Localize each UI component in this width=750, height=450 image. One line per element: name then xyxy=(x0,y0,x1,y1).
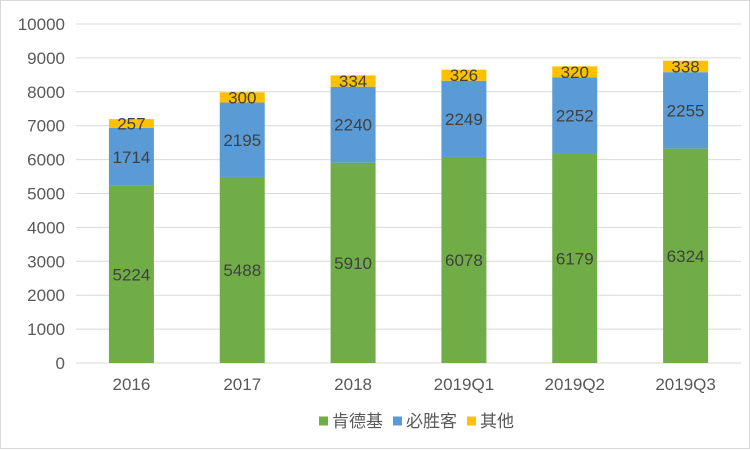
bar-segment-2019Q2-1 xyxy=(552,77,598,154)
bar-segment-2019Q3-1 xyxy=(663,72,709,149)
bar-segment-2017-2 xyxy=(219,92,265,103)
legend-label: 其他 xyxy=(480,412,514,432)
legend-label: 必胜客 xyxy=(406,412,457,432)
data-label: 2255 xyxy=(667,101,705,120)
data-label: 257 xyxy=(117,114,145,133)
x-tick-label: 2016 xyxy=(113,375,151,394)
data-label: 326 xyxy=(450,66,478,85)
bar-segment-2017-1 xyxy=(219,102,265,177)
data-label: 334 xyxy=(339,72,367,91)
y-tick-label: 7000 xyxy=(27,117,65,136)
y-tick-label: 10000 xyxy=(18,15,65,34)
legend-swatch xyxy=(467,416,476,426)
bar-segment-2016-2 xyxy=(108,119,154,128)
data-label: 1714 xyxy=(113,148,151,167)
data-label: 6078 xyxy=(445,251,483,270)
data-label: 338 xyxy=(671,57,699,76)
bar-segment-2019Q1-1 xyxy=(441,80,487,157)
bars xyxy=(108,60,709,363)
data-label: 2249 xyxy=(445,110,483,129)
data-label: 2195 xyxy=(223,131,261,150)
bar-segment-2017-0 xyxy=(219,176,265,363)
data-label: 300 xyxy=(228,88,256,107)
x-tick-label: 2017 xyxy=(223,375,261,394)
bar-segment-2018-2 xyxy=(330,75,376,87)
x-axis-tick-labels: 2016 2017 2018 2019Q1 2019Q2 2019Q3 xyxy=(113,375,716,394)
data-label: 5224 xyxy=(113,265,151,284)
y-tick-label: 5000 xyxy=(27,185,65,204)
legend-swatch xyxy=(393,416,402,426)
bar-segment-2019Q2-2 xyxy=(552,66,598,78)
bar-segment-2018-0 xyxy=(330,162,376,363)
x-tick-label: 2019Q2 xyxy=(545,375,606,394)
gridlines xyxy=(76,23,741,364)
y-tick-label: 6000 xyxy=(27,151,65,170)
data-label: 5910 xyxy=(334,254,372,273)
y-axis-tick-labels: 0 1000 2000 3000 4000 5000 6000 7000 8000 9000 100… xyxy=(18,15,65,373)
bar-segment-2019Q3-2 xyxy=(663,60,709,73)
legend-swatch xyxy=(319,416,328,426)
bar-segment-2016-1 xyxy=(108,127,154,186)
x-tick-label: 2019Q1 xyxy=(434,375,495,394)
bar-segment-2019Q3-0 xyxy=(663,148,709,363)
y-tick-label: 0 xyxy=(56,354,65,373)
x-tick-label: 2018 xyxy=(334,375,372,394)
bar-segment-2019Q2-0 xyxy=(552,153,598,363)
bar-segment-2016-0 xyxy=(108,185,154,363)
y-tick-label: 4000 xyxy=(27,218,65,237)
x-tick-label: 2019Q3 xyxy=(655,375,716,394)
y-tick-label: 3000 xyxy=(27,252,65,271)
data-label: 2252 xyxy=(556,106,594,125)
bar-segment-2018-1 xyxy=(330,86,376,163)
bar-segment-2019Q1-2 xyxy=(441,69,487,81)
y-tick-label: 8000 xyxy=(27,83,65,102)
data-label: 320 xyxy=(561,63,589,82)
data-label: 6179 xyxy=(556,249,594,268)
y-tick-label: 1000 xyxy=(27,320,65,339)
bar-segment-2019Q1-0 xyxy=(441,156,487,363)
y-tick-label: 9000 xyxy=(27,49,65,68)
y-tick-label: 2000 xyxy=(27,286,65,305)
data-labels: 5224 1714 257 5488 2195 300 5910 2240 334 6078 224… xyxy=(113,57,705,284)
data-label: 5488 xyxy=(223,261,261,280)
data-label: 2240 xyxy=(334,116,372,135)
legend-label: 肯德基 xyxy=(332,412,383,432)
legend: 肯德基 必胜客 其他 xyxy=(319,412,514,432)
data-label: 6324 xyxy=(667,247,705,266)
